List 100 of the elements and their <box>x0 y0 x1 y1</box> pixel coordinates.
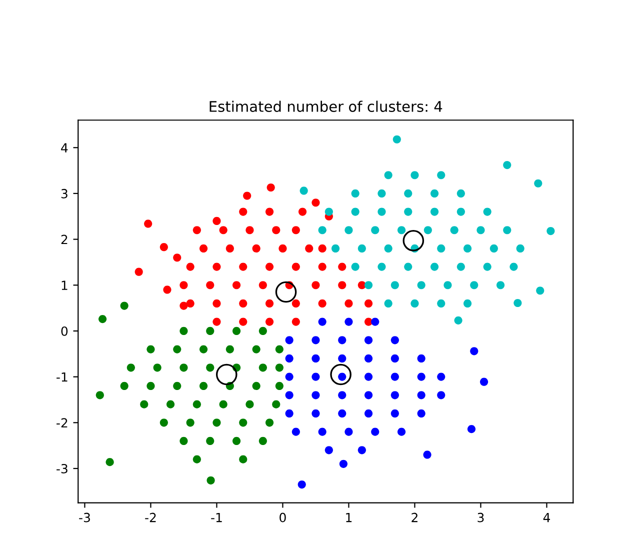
point <box>312 281 320 290</box>
point <box>226 244 234 253</box>
point <box>338 262 346 271</box>
x-tick-label: 0 <box>280 512 286 522</box>
point <box>192 455 201 464</box>
point <box>338 354 346 363</box>
point <box>318 226 326 234</box>
point <box>120 302 128 310</box>
y-tick-label: 3 <box>61 188 68 198</box>
point <box>199 345 208 354</box>
point <box>285 409 294 418</box>
point <box>450 226 458 234</box>
point <box>126 364 135 372</box>
point <box>318 299 326 308</box>
point <box>285 391 294 400</box>
point <box>483 262 492 271</box>
point <box>212 318 221 326</box>
point <box>358 244 366 253</box>
point <box>392 135 401 144</box>
point <box>212 418 221 427</box>
point <box>534 179 542 188</box>
point <box>292 262 300 271</box>
point <box>292 428 300 436</box>
point <box>232 436 241 446</box>
point <box>186 262 194 271</box>
point <box>358 446 366 454</box>
point <box>378 208 386 216</box>
point <box>173 382 182 390</box>
point <box>300 186 308 195</box>
point <box>437 244 446 253</box>
x-tick-label: -1 <box>211 512 222 522</box>
point <box>324 208 333 216</box>
point <box>516 244 524 253</box>
point <box>252 345 260 354</box>
point <box>378 189 386 198</box>
point <box>424 226 432 234</box>
point <box>312 198 320 207</box>
point <box>180 326 188 336</box>
point <box>239 455 248 464</box>
point <box>318 262 326 271</box>
point <box>212 299 221 308</box>
point <box>463 244 472 253</box>
point <box>364 391 373 400</box>
point <box>503 160 512 170</box>
point <box>246 226 254 234</box>
point <box>364 372 373 381</box>
point <box>454 316 462 324</box>
point <box>364 354 373 363</box>
point <box>206 436 214 446</box>
point <box>364 281 373 290</box>
point <box>292 226 300 234</box>
point <box>384 171 392 180</box>
point <box>298 208 307 216</box>
y-tick-label: 0 <box>61 326 68 336</box>
point <box>404 262 412 271</box>
point <box>390 281 399 290</box>
point <box>180 364 188 372</box>
point <box>219 400 228 408</box>
point <box>483 208 492 216</box>
point <box>266 183 275 192</box>
point <box>312 372 320 381</box>
point <box>180 281 188 290</box>
point <box>146 382 155 390</box>
y-tick-label: -2 <box>56 418 68 428</box>
point <box>417 281 426 290</box>
point <box>272 226 280 234</box>
point <box>339 460 348 468</box>
point <box>417 391 426 400</box>
point <box>285 372 294 381</box>
chart-title: Estimated number of clusters: 4 <box>210 100 442 112</box>
point <box>134 268 143 276</box>
point <box>351 208 360 216</box>
point <box>364 409 373 418</box>
point <box>199 244 208 253</box>
point <box>258 364 267 372</box>
point <box>265 299 274 308</box>
point <box>331 244 340 253</box>
point <box>265 262 274 271</box>
point <box>456 208 465 216</box>
point <box>278 244 287 253</box>
point <box>344 226 353 234</box>
point <box>404 208 412 216</box>
point <box>180 302 188 310</box>
x-tick-label: 4 <box>543 512 550 522</box>
point <box>192 400 201 408</box>
point <box>144 220 152 228</box>
point <box>258 326 267 336</box>
point <box>410 299 419 308</box>
point <box>476 226 485 234</box>
point <box>206 364 214 372</box>
point <box>298 480 306 489</box>
point <box>252 382 260 390</box>
point <box>423 450 432 459</box>
y-tick-label: 4 <box>61 143 68 152</box>
point <box>258 281 267 290</box>
point <box>514 298 522 308</box>
point <box>206 476 215 484</box>
point <box>186 299 194 308</box>
point <box>390 336 399 344</box>
point <box>275 345 284 354</box>
